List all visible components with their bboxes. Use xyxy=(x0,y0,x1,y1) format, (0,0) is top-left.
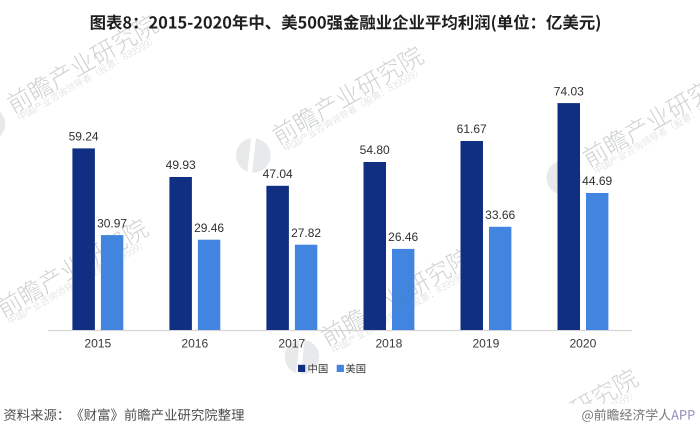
svg-text:29.46: 29.46 xyxy=(194,221,224,235)
svg-text:2016: 2016 xyxy=(181,336,208,350)
svg-text:2018: 2018 xyxy=(375,336,402,350)
svg-text:49.93: 49.93 xyxy=(166,158,196,172)
svg-text:61.67: 61.67 xyxy=(457,122,487,136)
svg-text:27.82: 27.82 xyxy=(291,226,321,240)
svg-text:30.97: 30.97 xyxy=(97,216,127,230)
svg-text:47.04: 47.04 xyxy=(263,167,293,181)
svg-text:54.80: 54.80 xyxy=(360,143,390,157)
svg-text:26.46: 26.46 xyxy=(388,230,418,244)
svg-text:74.03: 74.03 xyxy=(554,84,584,98)
svg-text:2017: 2017 xyxy=(278,336,305,350)
svg-text:2020: 2020 xyxy=(569,336,596,350)
svg-text:33.66: 33.66 xyxy=(485,208,515,222)
svg-text:2015: 2015 xyxy=(84,336,111,350)
svg-text:2019: 2019 xyxy=(472,336,499,350)
svg-text:44.69: 44.69 xyxy=(582,174,612,188)
svg-text:59.24: 59.24 xyxy=(69,130,99,144)
